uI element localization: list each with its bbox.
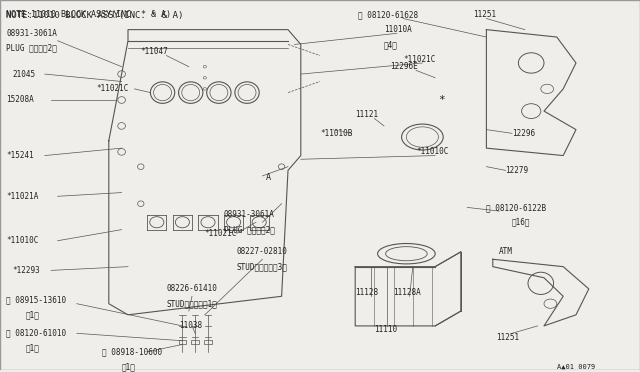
Text: *11010B: *11010B xyxy=(320,129,353,138)
Text: 11038: 11038 xyxy=(179,321,202,330)
Text: *11047: *11047 xyxy=(141,47,168,56)
Text: A▲01 0079: A▲01 0079 xyxy=(557,364,595,370)
Text: 11128: 11128 xyxy=(355,288,378,297)
Text: （16）: （16） xyxy=(512,218,531,227)
Text: *11021C: *11021C xyxy=(96,84,129,93)
Text: Ⓑ 08120-61628: Ⓑ 08120-61628 xyxy=(358,10,419,19)
Text: *12293: *12293 xyxy=(13,266,40,275)
Text: 08227-02810: 08227-02810 xyxy=(237,247,287,256)
Text: （1）: （1） xyxy=(26,310,40,319)
Text: ATM: ATM xyxy=(499,247,513,256)
Text: 11251: 11251 xyxy=(474,10,497,19)
Text: 11128A: 11128A xyxy=(394,288,421,297)
Text: STUDスタッド（1）: STUDスタッド（1） xyxy=(166,299,217,308)
Text: 11251: 11251 xyxy=(496,333,519,341)
Text: A: A xyxy=(266,173,271,182)
Text: （1）: （1） xyxy=(26,344,40,353)
Text: 21045: 21045 xyxy=(13,70,36,78)
Text: *11021C: *11021C xyxy=(205,229,237,238)
Text: NOTE:11010 BLOCK ASSY(INC. * & A): NOTE:11010 BLOCK ASSY(INC. * & A) xyxy=(6,10,172,19)
Text: Ⓑ 08120-61010: Ⓑ 08120-61010 xyxy=(6,329,67,338)
Text: ⑧ 08915-13610: ⑧ 08915-13610 xyxy=(6,295,67,305)
Text: STUDスタッド（3）: STUDスタッド（3） xyxy=(237,262,287,271)
Text: 12279: 12279 xyxy=(506,166,529,175)
Text: *11021C: *11021C xyxy=(403,55,436,64)
Text: 08226-61410: 08226-61410 xyxy=(166,284,217,294)
Text: PLUG プラグ（2）: PLUG プラグ（2） xyxy=(6,44,57,53)
Text: PLUG プラグ（2）: PLUG プラグ（2） xyxy=(224,225,275,234)
Text: Ⓑ 08120-6122B: Ⓑ 08120-6122B xyxy=(486,203,547,212)
Text: *11010C: *11010C xyxy=(6,236,39,245)
Text: *: * xyxy=(438,95,445,105)
Text: *15241: *15241 xyxy=(6,151,34,160)
Text: 11010A: 11010A xyxy=(384,25,412,34)
Text: （4）: （4） xyxy=(384,40,398,49)
Text: 15208A: 15208A xyxy=(6,96,34,105)
Text: （1）: （1） xyxy=(122,362,136,371)
Text: 11110: 11110 xyxy=(374,325,397,334)
Text: *11021A: *11021A xyxy=(6,192,39,201)
Text: 08931-3061A: 08931-3061A xyxy=(6,29,57,38)
Text: NOTE:11010 BLOCK ASSY(INC. * & A): NOTE:11010 BLOCK ASSY(INC. * & A) xyxy=(6,11,184,20)
Text: Ⓝ 08918-10600: Ⓝ 08918-10600 xyxy=(102,347,163,356)
Text: 12296E: 12296E xyxy=(390,62,418,71)
Text: 08931-3061A: 08931-3061A xyxy=(224,210,275,219)
Text: *11010C: *11010C xyxy=(416,147,449,156)
Text: 11121: 11121 xyxy=(355,110,378,119)
Text: 12296: 12296 xyxy=(512,129,535,138)
